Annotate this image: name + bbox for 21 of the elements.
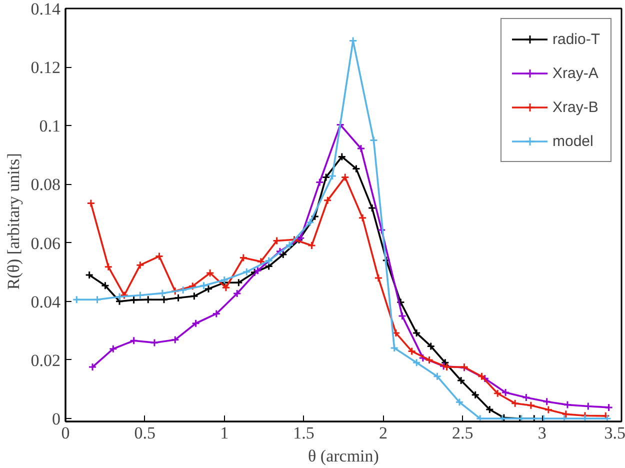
y-tick-label: 0.12 [30,58,60,78]
x-tick-label: 1.5 [293,424,314,442]
y-tick-label: 0.02 [30,350,60,370]
legend-label: model [552,132,594,150]
x-tick-label: 3.5 [604,424,625,442]
y-tick-label: 0 [52,410,60,429]
legend-label: radio-T [552,30,600,48]
x-tick-label: 1 [220,424,229,442]
x-tick-label: 2 [378,424,388,442]
x-axis-title: θ (arcmin) [308,446,379,466]
x-tick-label: 3 [538,424,546,442]
y-tick-label: 0.06 [30,234,60,253]
x-tick-label: 0.5 [134,424,156,442]
y-tick-label: 0.08 [30,175,60,194]
y-tick-label: 0.1 [39,116,60,136]
y-axis-title: R(θ) [arbitary units] [4,153,23,290]
y-tick-label: 0.14 [30,0,61,18]
x-tick-label: 2.5 [452,424,474,442]
y-tick-label: 0.04 [30,292,61,312]
legend-label: Xray-B [552,98,598,116]
legend-label: Xray-A [552,64,598,82]
